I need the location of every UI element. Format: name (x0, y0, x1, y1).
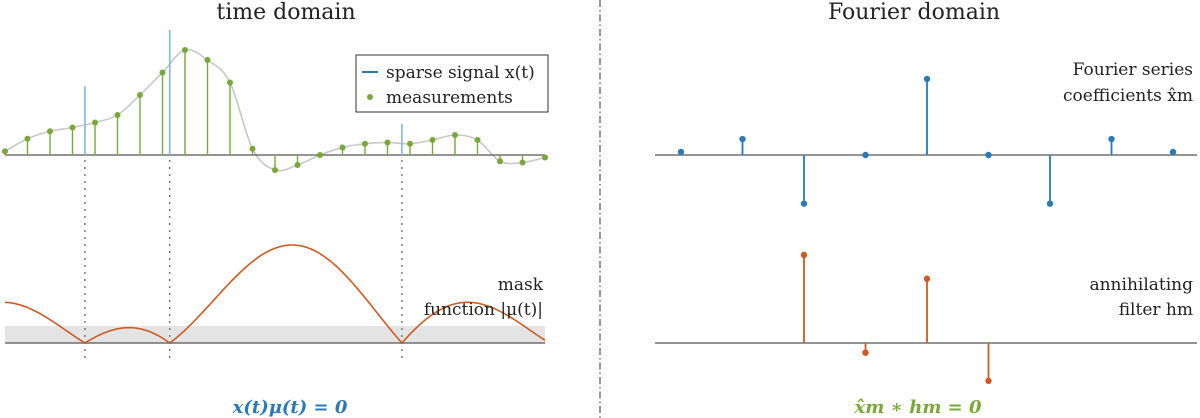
measurement-point (294, 162, 301, 168)
coefficient-point (862, 151, 869, 159)
filter-point (985, 377, 992, 385)
measurement-point (362, 140, 368, 147)
sparse-signal-spikes (84, 30, 403, 155)
annihilating-filter-panel: annihilating filter hm (655, 251, 1197, 385)
filter-point (800, 251, 808, 259)
coefficient-point (800, 200, 808, 207)
measurement-stems (2, 47, 548, 173)
measurement-point (182, 47, 188, 53)
filter-stems (800, 251, 992, 385)
legend-measurement-label: measurements (386, 88, 513, 108)
measurement-point (519, 159, 526, 166)
fourier-domain-title: Fourier domain (828, 0, 1000, 25)
measurement-point (317, 152, 323, 158)
coefficient-point (1169, 148, 1177, 156)
measurement-point (204, 57, 211, 63)
mask-panel: mask function |μ(t)| (5, 160, 546, 362)
zero-alignment-guides (84, 160, 403, 362)
measurement-point (474, 137, 481, 143)
legend-signal-label: sparse signal x(t) (386, 63, 535, 83)
time-domain-title: time domain (216, 0, 355, 25)
measurement-point (339, 144, 346, 151)
measurement-point (542, 154, 548, 161)
fourier-coefficients-panel: Fourier series coefficients x̂m (655, 60, 1197, 207)
measurement-point (227, 79, 233, 86)
measurement-point (137, 92, 143, 98)
time-domain-equation: x(t)μ(t) = 0 (232, 397, 348, 418)
measurement-point (2, 148, 8, 155)
filter-point (862, 349, 869, 356)
tolerance-band (5, 326, 545, 343)
coefficient-point (1046, 200, 1054, 207)
measurement-point (69, 124, 76, 131)
filter-label-line2: filter hm (1119, 300, 1193, 320)
measurement-point (249, 145, 256, 152)
time-signal-panel (2, 30, 548, 173)
mask-function-curve (5, 244, 546, 345)
measurement-point (497, 158, 503, 165)
legend-box (355, 54, 549, 113)
fourier-domain-equation: x̂m ∗ hm = 0 (853, 397, 981, 418)
coefficient-point (985, 151, 992, 159)
measurement-point (452, 132, 458, 138)
filter-label-line1: annihilating (1089, 275, 1193, 295)
legend-measurement-swatch (367, 94, 373, 100)
mask-label-line2: function |μ(t)| (424, 300, 543, 320)
legend: sparse signal x(t) measurements (355, 54, 549, 113)
coefficient-point (739, 135, 746, 143)
coefficients-label-line2: coefficients x̂m (1063, 86, 1193, 106)
coefficient-point (677, 148, 685, 156)
measurement-point (47, 128, 53, 135)
filter-point (923, 275, 931, 282)
measurement-point (92, 119, 98, 126)
coefficient-point (1108, 135, 1115, 143)
measurement-point (159, 69, 166, 76)
mask-label-line1: mask (498, 275, 544, 295)
measurement-point (429, 137, 436, 143)
measurement-point (24, 135, 31, 142)
measurement-point (272, 167, 278, 173)
measurement-point (114, 112, 121, 118)
coefficient-stems (677, 75, 1177, 207)
measurement-point (384, 139, 391, 146)
coefficient-point (923, 75, 931, 83)
coefficients-label-line1: Fourier series (1073, 60, 1193, 80)
measurement-point (407, 140, 413, 147)
